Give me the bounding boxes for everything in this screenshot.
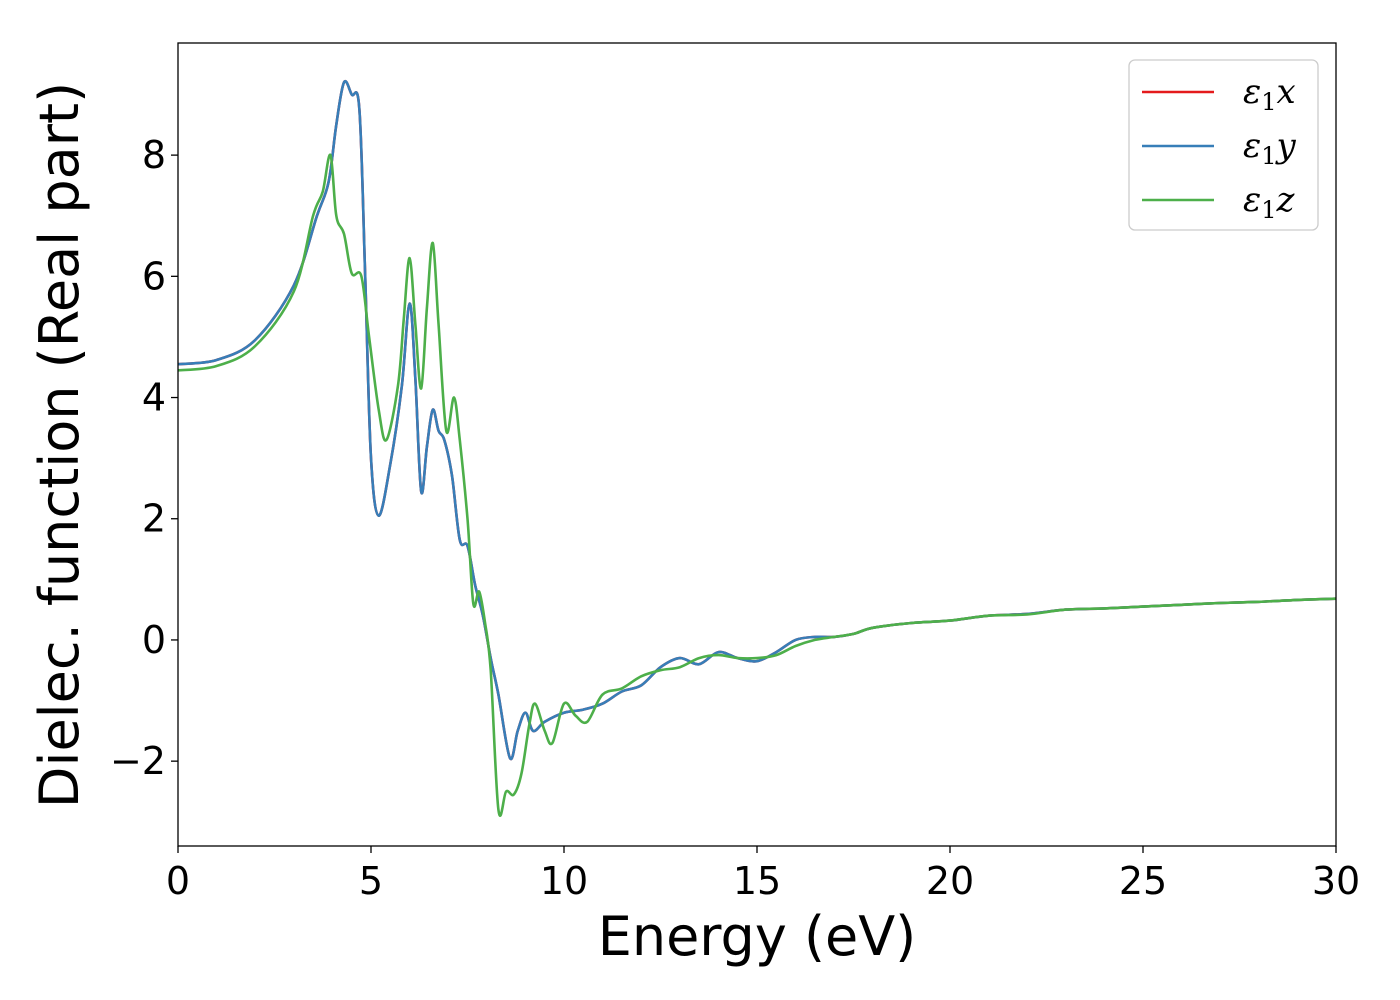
y-tick-label: 4 xyxy=(142,376,166,420)
y-tick-label: −2 xyxy=(110,739,166,783)
x-tick-label: 20 xyxy=(926,859,974,903)
legend-label-z: ε1z xyxy=(1243,180,1296,224)
y-axis-label: Dielec. function (Real part) xyxy=(28,82,91,808)
y-tick-label: 6 xyxy=(142,254,166,298)
legend-label-y: ε1y xyxy=(1243,126,1297,170)
legend: ε1x ε1y ε1z xyxy=(1128,59,1319,231)
x-tick-label: 25 xyxy=(1119,859,1167,903)
x-axis-label: Energy (eV) xyxy=(598,905,917,968)
y-tick-label: 0 xyxy=(142,618,166,662)
series-group xyxy=(178,79,1336,817)
y-tick-label: 2 xyxy=(142,497,166,541)
series-line-z xyxy=(178,153,1336,817)
x-tick-label: 5 xyxy=(359,859,383,903)
x-tick-label: 30 xyxy=(1312,859,1360,903)
x-tick-label: 10 xyxy=(540,859,588,903)
x-tick-label: 15 xyxy=(733,859,781,903)
legend-label-x: ε1x xyxy=(1243,72,1296,116)
y-tick-label: 8 xyxy=(142,133,166,177)
y-axis-ticks: −2 0 2 4 6 8 xyxy=(110,133,178,783)
x-tick-label: 0 xyxy=(166,859,190,903)
legend-box xyxy=(1128,59,1319,231)
x-axis-ticks: 0 5 10 15 20 25 30 xyxy=(166,846,1360,903)
